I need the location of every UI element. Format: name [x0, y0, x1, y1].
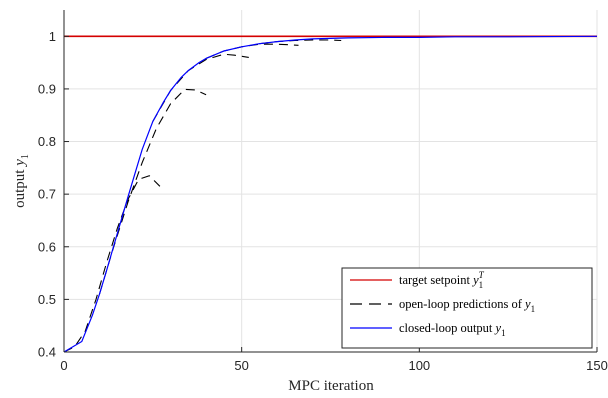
x-axis-label: MPC iteration	[288, 378, 374, 394]
y-tick-label: 1	[49, 29, 56, 44]
y-tick-label: 0.4	[38, 345, 56, 360]
x-tick-label: 50	[234, 358, 248, 373]
legend: target setpoint yT 1 open-loop predictions…	[341, 267, 593, 349]
x-tick-label: 0	[60, 358, 67, 373]
legend-entry: open-loop predictions of y1	[399, 297, 535, 314]
open-loop-prediction-line	[152, 53, 249, 122]
y-axis-label: output y1	[12, 154, 31, 208]
y-axis-label-sub: 1	[20, 154, 31, 159]
closed-loop-output-line	[63, 35, 598, 353]
legend-entry: target setpoint yT 1	[399, 270, 485, 290]
open-loop-prediction-line	[205, 43, 299, 59]
axes	[63, 10, 598, 353]
y-tick-label: 0.6	[38, 239, 56, 254]
plot-lines	[63, 35, 598, 353]
open-loop-prediction-line	[98, 88, 207, 295]
y-tick-label: 0.9	[38, 81, 56, 96]
legend-entry: closed-loop output y1	[399, 321, 506, 338]
legend-box	[341, 267, 593, 349]
x-tick-label: 100	[408, 358, 430, 373]
y-axis-label-var: y	[12, 159, 28, 168]
open-loop-prediction-line	[63, 175, 161, 353]
x-tick-label: 150	[586, 358, 608, 373]
y-tick-label: 0.8	[38, 134, 56, 149]
y-tick-label: 0.7	[38, 187, 56, 202]
y-tick-label: 0.5	[38, 292, 56, 307]
tick-labels: 0 50 100 150 0.4 0.5 0.6 0.7 0.8 0.9 1	[38, 29, 608, 373]
y-axis-label-text: output	[12, 166, 28, 208]
